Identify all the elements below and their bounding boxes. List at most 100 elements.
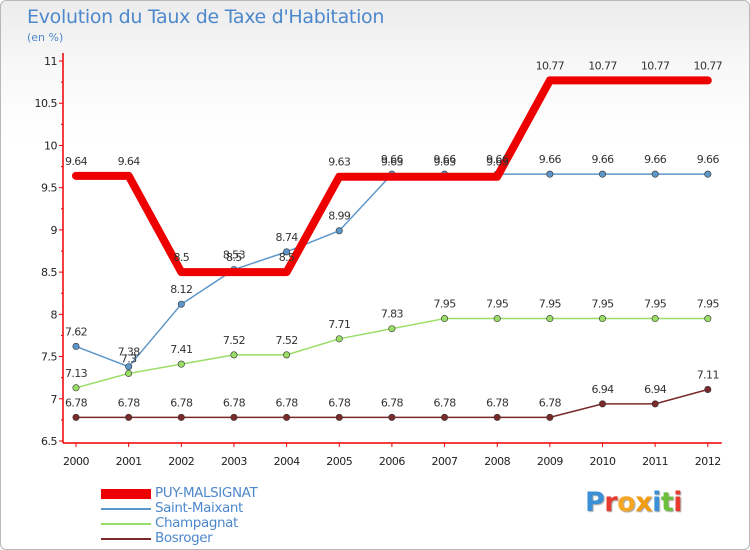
- data-point-bosroger: [125, 413, 133, 421]
- data-label-puy-malsignat: 8.5: [279, 251, 295, 264]
- x-tick-label: 2000: [63, 455, 89, 468]
- data-point-champagnat: [283, 351, 291, 359]
- data-label-bosroger: 6.78: [486, 396, 509, 409]
- data-label-bosroger: 6.78: [539, 396, 562, 409]
- x-tick-label: 2012: [695, 455, 721, 468]
- data-label-champagnat: 7.41: [170, 343, 192, 356]
- data-point-champagnat: [72, 384, 80, 392]
- data-point-champagnat: [493, 315, 501, 323]
- data-point-bosroger: [72, 413, 80, 421]
- logo-letter: r: [604, 487, 618, 518]
- data-label-puy-malsignat: 9.63: [434, 156, 457, 169]
- y-tick-label: 8: [51, 308, 58, 321]
- data-label-champagnat: 7.83: [381, 308, 404, 321]
- x-tick-label: 2011: [642, 455, 668, 468]
- data-point-champagnat: [230, 351, 238, 359]
- data-label-saint-maixant: 9.66: [486, 153, 509, 166]
- data-label-saint-maixant: 7.62: [65, 325, 87, 338]
- data-label-champagnat: 7.13: [65, 367, 88, 380]
- data-label-bosroger: 6.78: [65, 396, 88, 409]
- data-point-saint-maixant: [598, 170, 606, 178]
- data-label-bosroger: 7.11: [697, 368, 719, 381]
- data-point-champagnat: [177, 360, 185, 368]
- legend-label-puy-malsignat: PUY-MALSIGNAT: [155, 485, 258, 501]
- data-label-saint-maixant: 8.53: [223, 249, 246, 262]
- data-point-bosroger: [335, 413, 343, 421]
- y-tick-label: 6.5: [41, 435, 57, 448]
- x-tick-label: 2001: [116, 455, 142, 468]
- x-tick-label: 2002: [168, 455, 194, 468]
- data-label-saint-maixant: 7.38: [118, 346, 141, 359]
- data-label-saint-maixant: 9.66: [644, 153, 667, 166]
- logo-letter: o: [617, 487, 636, 518]
- data-point-saint-maixant: [335, 227, 343, 235]
- x-tick-label: 2005: [326, 455, 352, 468]
- data-label-puy-malsignat: 9.64: [65, 155, 88, 168]
- data-label-bosroger: 6.94: [644, 383, 667, 396]
- y-tick-label: 7.5: [41, 351, 57, 364]
- data-point-bosroger: [283, 413, 291, 421]
- logo-letter: i: [673, 487, 683, 518]
- y-tick-label: 10: [44, 139, 57, 152]
- data-label-bosroger: 6.78: [328, 396, 351, 409]
- y-tick-label: 9: [51, 224, 58, 237]
- data-label-puy-malsignat: 9.63: [486, 156, 509, 169]
- data-point-champagnat: [598, 315, 606, 323]
- chart-title: Evolution du Taux de Taxe d'Habitation: [27, 6, 385, 28]
- legend-label-bosroger: Bosroger: [155, 530, 213, 546]
- x-tick-label: 2003: [221, 455, 247, 468]
- data-label-bosroger: 6.94: [591, 383, 614, 396]
- y-tick-label: 11: [44, 55, 57, 68]
- data-label-saint-maixant: 9.66: [591, 153, 614, 166]
- logo-letter: x: [635, 487, 653, 518]
- proxiti-logo: Proxiti: [585, 487, 683, 518]
- data-point-saint-maixant: [125, 363, 133, 371]
- data-label-bosroger: 6.78: [223, 396, 246, 409]
- data-point-bosroger: [388, 413, 396, 421]
- data-point-bosroger: [177, 413, 185, 421]
- data-point-saint-maixant: [72, 342, 80, 350]
- line-chart: 6.5 7 7.5 8 8.5 9 9.5 10 10.5 11 2000 2001 2002 2003 2…: [35, 53, 723, 468]
- data-label-saint-maixant: 9.66: [434, 153, 457, 166]
- data-label-champagnat: 7.52: [223, 334, 245, 347]
- data-label-puy-malsignat: 8.5: [226, 251, 242, 264]
- data-label-bosroger: 6.78: [381, 396, 404, 409]
- data-point-bosroger: [651, 400, 659, 408]
- y-tick-label: 8.5: [41, 266, 57, 279]
- data-label-champagnat: 7.52: [276, 334, 298, 347]
- data-label-puy-malsignat: 10.77: [536, 59, 565, 72]
- x-tick-label: 2010: [590, 455, 616, 468]
- data-point-saint-maixant: [704, 170, 712, 178]
- x-tick-label: 2009: [537, 455, 563, 468]
- logo-letter: P: [585, 487, 605, 518]
- data-label-champagnat: 7.71: [328, 318, 350, 331]
- data-point-saint-maixant: [651, 170, 659, 178]
- data-point-saint-maixant: [283, 248, 291, 256]
- data-label-champagnat: 7.95: [434, 298, 457, 311]
- data-point-saint-maixant: [546, 170, 554, 178]
- data-label-champagnat: 7.95: [697, 298, 720, 311]
- data-label-bosroger: 6.78: [276, 396, 299, 409]
- data-label-puy-malsignat: 9.63: [328, 156, 351, 169]
- data-point-champagnat: [125, 369, 133, 377]
- data-label-puy-malsignat: 10.77: [694, 59, 723, 72]
- chart-subtitle: (en %): [27, 31, 64, 44]
- x-tick-label: 2007: [432, 455, 458, 468]
- data-point-champagnat: [388, 325, 396, 333]
- series-line-puy-malsignat: [72, 76, 712, 277]
- y-tick-label: 7: [51, 393, 58, 406]
- y-tick-label: 9.5: [41, 182, 57, 195]
- legend-swatch-puy-malsignat: [101, 489, 151, 499]
- legend-label-champagnat: Champagnat: [155, 515, 238, 531]
- data-label-puy-malsignat: 9.63: [381, 156, 404, 169]
- data-label-saint-maixant: 8.99: [328, 210, 351, 223]
- y-tick-label: 10.5: [35, 97, 58, 110]
- legend-swatch-saint-maixant: [101, 508, 151, 510]
- data-label-puy-malsignat: 10.77: [641, 59, 670, 72]
- legend-swatch-champagnat: [101, 523, 151, 525]
- legend-swatch-bosroger: [101, 538, 151, 540]
- data-label-saint-maixant: 9.66: [539, 153, 562, 166]
- data-label-puy-malsignat: 9.64: [118, 155, 141, 168]
- legend-label-saint-maixant: Saint-Maixant: [155, 500, 243, 516]
